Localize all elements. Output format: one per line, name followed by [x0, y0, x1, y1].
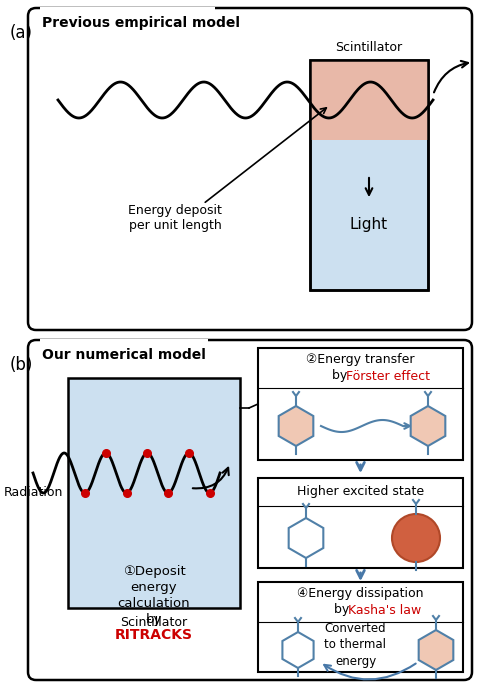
Text: Förster effect: Förster effect [346, 369, 430, 382]
Text: by: by [335, 604, 354, 617]
Text: Higher excited state: Higher excited state [297, 486, 424, 499]
Text: RITRACKS: RITRACKS [115, 628, 193, 642]
Text: Energy deposit
per unit length: Energy deposit per unit length [128, 204, 222, 232]
Polygon shape [419, 630, 453, 670]
Bar [258, 348, 463, 460]
Text: Scintillator: Scintillator [120, 616, 188, 629]
Text: Scintillator: Scintillator [336, 41, 403, 54]
Polygon shape [282, 632, 313, 668]
Bar [310, 60, 428, 140]
Text: by: by [146, 613, 162, 626]
Bar [40, 339, 208, 361]
Text: Kasha's law: Kasha's law [348, 604, 422, 617]
Text: ②Energy transfer: ②Energy transfer [306, 353, 415, 367]
Text: (a): (a) [10, 24, 33, 42]
Text: by: by [333, 369, 352, 382]
Polygon shape [288, 518, 324, 558]
Text: Converted
to thermal
energy: Converted to thermal energy [324, 622, 386, 668]
Text: ④Energy dissipation: ④Energy dissipation [297, 588, 424, 601]
Text: energy: energy [131, 581, 177, 594]
Text: Radiation: Radiation [4, 486, 63, 500]
Text: Our numerical model: Our numerical model [42, 348, 206, 362]
FancyBboxPatch shape [28, 8, 472, 330]
Text: Previous empirical model: Previous empirical model [42, 16, 240, 30]
Polygon shape [411, 406, 445, 446]
Bar [258, 478, 463, 568]
Text: ①Deposit: ①Deposit [122, 565, 185, 578]
Bar [310, 60, 428, 290]
Text: (b): (b) [10, 356, 34, 374]
Bar [68, 378, 240, 608]
Text: Light: Light [350, 218, 388, 232]
Polygon shape [279, 406, 313, 446]
Text: calculation: calculation [118, 597, 190, 610]
Bar [310, 60, 428, 290]
FancyBboxPatch shape [28, 340, 472, 680]
Circle shape [392, 514, 440, 562]
Bar [40, 7, 215, 29]
Bar [258, 582, 463, 672]
